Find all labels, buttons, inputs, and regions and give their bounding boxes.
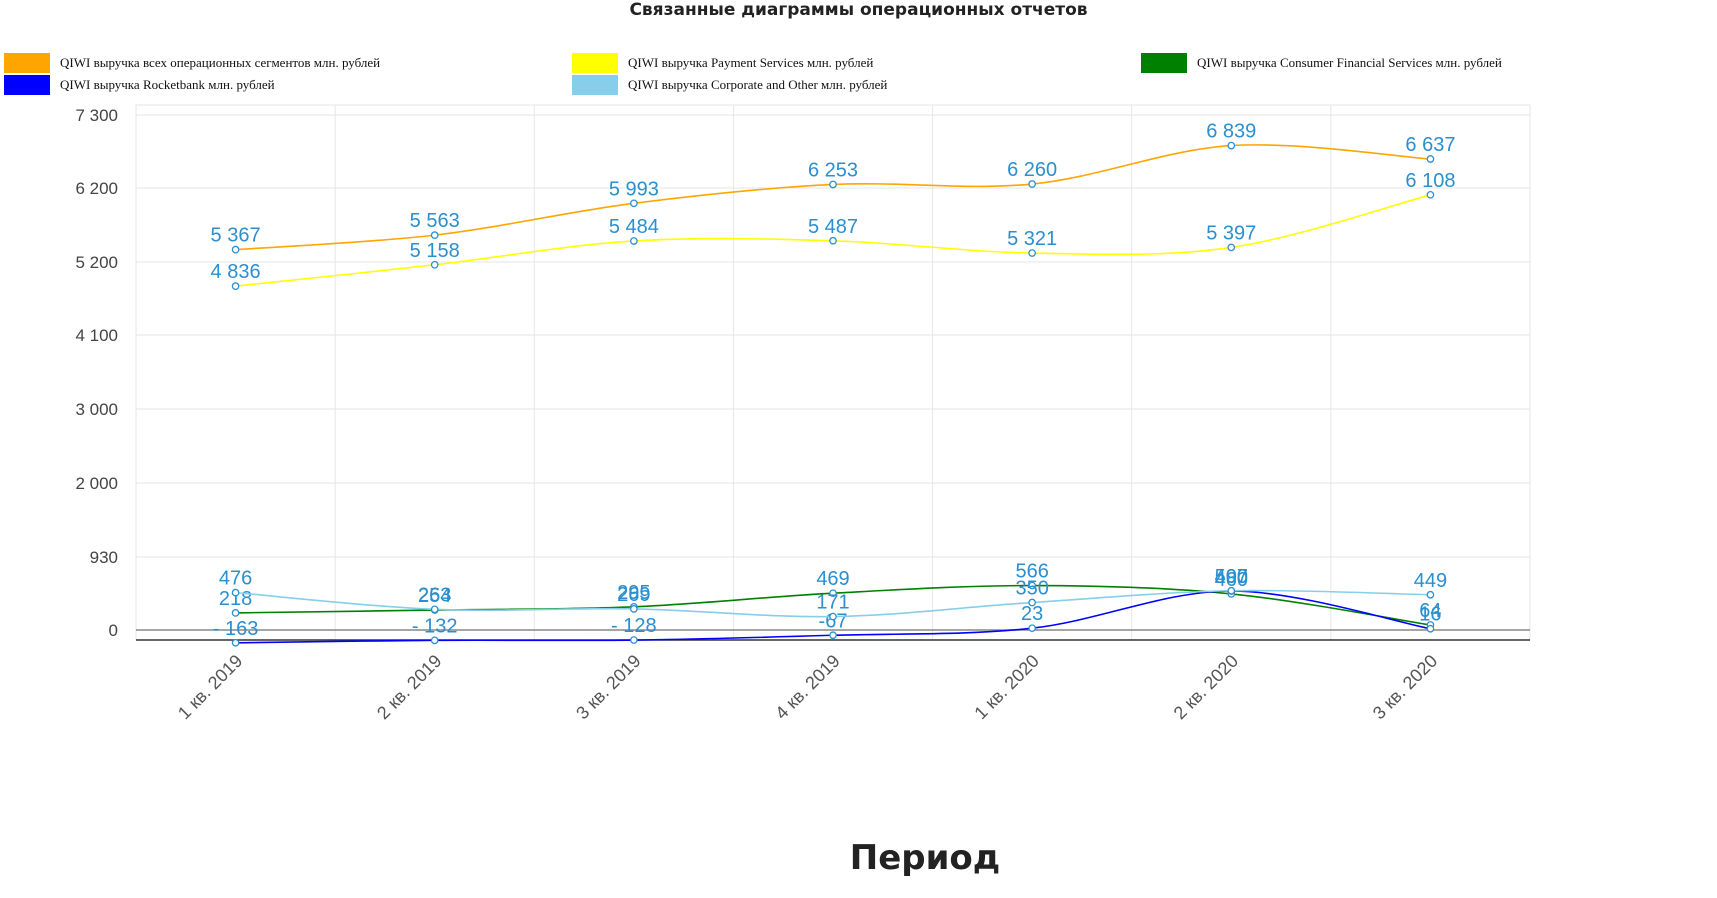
data-label: - 163 xyxy=(213,618,259,640)
data-label: 64 xyxy=(1419,600,1441,622)
data-point xyxy=(829,236,837,245)
y-tick-label: 930 xyxy=(90,548,118,567)
data-point xyxy=(630,636,638,644)
data-label: 5 487 xyxy=(808,216,858,238)
data-point xyxy=(430,231,439,239)
data-label: - 132 xyxy=(412,615,458,637)
data-point xyxy=(630,199,638,208)
series-0: 5 367 5 563 5 993 6 253 6 260 6 839 6 637 xyxy=(211,121,1455,254)
data-point xyxy=(1426,590,1435,599)
data-label: 254 xyxy=(418,585,451,607)
x-tick-label: 2 кв. 2020 xyxy=(1170,651,1242,723)
data-point xyxy=(430,605,439,614)
data-label: 5 158 xyxy=(410,240,460,262)
data-point xyxy=(1426,624,1435,633)
legend-swatch-rocketbank xyxy=(4,75,50,95)
data-label: 263 xyxy=(418,584,451,606)
data-label: 350 xyxy=(1015,578,1048,600)
legend-label-payment-services: QIWI выручка Payment Services млн. рубле… xyxy=(628,55,874,70)
legend-label-consumer-financial-services: QIWI выручка Consumer Financial Services… xyxy=(1197,55,1502,70)
data-label: 566 xyxy=(1015,561,1048,583)
data-label: 171 xyxy=(816,592,849,614)
data-label: 6 839 xyxy=(1206,121,1256,143)
data-point xyxy=(829,612,837,621)
data-label: 497 xyxy=(1215,566,1248,588)
legend-swatch-corporate-and-other xyxy=(572,75,618,95)
legend-item-payment-services[interactable]: QIWI выручка Payment Services млн. рубле… xyxy=(572,51,873,75)
x-tick-label: 4 кв. 2019 xyxy=(771,651,843,723)
legend-swatch-payment-services xyxy=(572,53,618,73)
data-point xyxy=(430,260,439,269)
series-4: 476 263 269 171 350 500 449 xyxy=(219,566,1447,621)
data-point xyxy=(1227,243,1236,252)
data-point xyxy=(430,636,439,645)
data-label: 5 563 xyxy=(410,210,460,232)
data-point xyxy=(630,605,638,613)
data-label: 449 xyxy=(1414,570,1447,592)
data-label: 5 993 xyxy=(609,178,659,200)
data-point xyxy=(231,245,240,254)
legend-swatch-consumer-financial-services xyxy=(1141,53,1187,73)
data-point xyxy=(1426,190,1435,199)
data-label: 6 253 xyxy=(808,159,858,181)
x-tick-label: 2 кв. 2019 xyxy=(373,651,445,723)
legend-item-consumer-financial-services[interactable]: QIWI выручка Consumer Financial Services… xyxy=(1141,51,1502,75)
data-point xyxy=(829,180,837,189)
data-point xyxy=(231,609,240,617)
data-point xyxy=(231,588,240,597)
data-point xyxy=(829,589,837,598)
legend-item-rocketbank[interactable]: QIWI выручка Rocketbank млн. рублей xyxy=(4,73,275,97)
data-point xyxy=(1227,586,1236,595)
data-label: 6 260 xyxy=(1007,159,1057,181)
data-label: 6 637 xyxy=(1405,134,1455,156)
legend-item-all-segments[interactable]: QIWI выручка всех операционных сегментов… xyxy=(4,51,380,75)
data-label: 295 xyxy=(617,582,650,604)
data-point xyxy=(1028,598,1036,607)
y-tick-label: 3 000 xyxy=(75,400,118,419)
legend-label-corporate-and-other: QIWI выручка Corporate and Other млн. ру… xyxy=(628,77,888,92)
chart-title: Связанные диаграммы операционных отчетов xyxy=(629,0,1088,20)
data-label: 5 484 xyxy=(609,216,659,238)
x-tick-label: 3 кв. 2019 xyxy=(572,651,644,723)
y-tick-label: 0 xyxy=(109,621,118,640)
y-tick-label: 7 300 xyxy=(75,106,118,125)
data-label: 5 367 xyxy=(211,225,261,247)
data-label: 6 108 xyxy=(1405,170,1455,192)
data-label: 269 xyxy=(617,584,650,606)
data-label: 460 xyxy=(1215,569,1248,591)
legend-swatch-all-segments xyxy=(4,53,50,73)
x-tick-label: 1 кв. 2019 xyxy=(174,651,246,723)
data-label: 500 xyxy=(1215,566,1248,588)
y-tick-label: 5 200 xyxy=(75,253,118,272)
data-point xyxy=(231,638,240,647)
x-tick-label: 1 кв. 2020 xyxy=(970,651,1042,723)
data-label: 469 xyxy=(816,568,849,590)
y-tick-label: 4 100 xyxy=(75,326,118,345)
x-tick-label: 3 кв. 2020 xyxy=(1369,651,1441,723)
data-point xyxy=(1426,155,1435,163)
x-axis-title: Период xyxy=(849,838,1001,878)
data-point xyxy=(1028,249,1036,257)
legend-item-corporate-and-other[interactable]: QIWI выручка Corporate and Other млн. ру… xyxy=(572,73,887,97)
y-tick-label: 2 000 xyxy=(75,474,118,493)
data-label: 5 321 xyxy=(1007,228,1057,250)
data-label: 16 xyxy=(1419,604,1441,626)
data-label: 476 xyxy=(219,568,252,590)
data-label: 4 836 xyxy=(211,261,261,283)
data-label: - 128 xyxy=(611,615,657,637)
data-label: 23 xyxy=(1021,603,1043,625)
data-point xyxy=(1028,581,1036,590)
legend-label-all-segments: QIWI выручка всех операционных сегментов… xyxy=(60,55,381,70)
series-1: 4 836 5 158 5 484 5 487 5 321 5 397 6 108 xyxy=(211,170,1455,291)
y-tick-label: 6 200 xyxy=(75,179,118,198)
data-point xyxy=(630,237,638,245)
data-point xyxy=(1227,141,1236,150)
data-label: 5 397 xyxy=(1206,222,1256,244)
data-point xyxy=(829,631,837,640)
data-point xyxy=(1028,624,1036,633)
legend-label-rocketbank: QIWI выручка Rocketbank млн. рублей xyxy=(60,77,275,92)
data-point xyxy=(1028,180,1036,188)
data-point xyxy=(231,282,240,291)
